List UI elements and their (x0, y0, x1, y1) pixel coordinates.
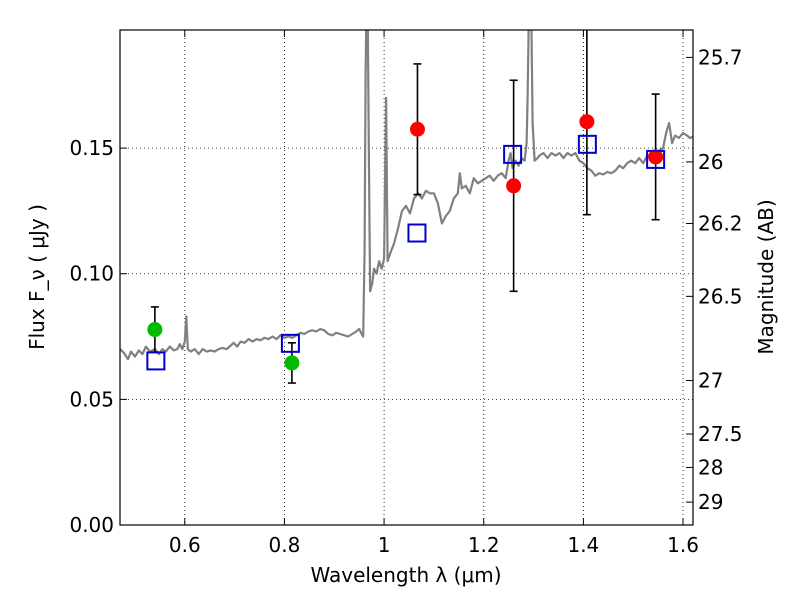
y2-tick-label: 26 (698, 150, 723, 174)
y2-tick-label: 27.5 (698, 422, 743, 446)
plot-frame (119, 29, 694, 526)
observed-point (579, 114, 595, 130)
model-photometry-point (280, 333, 300, 353)
observed-point (506, 178, 522, 194)
y2-tick-label: 29 (698, 490, 723, 514)
x-tick-label: 0.6 (169, 533, 201, 557)
data-markers (146, 30, 666, 384)
model-photometry-point (146, 351, 166, 371)
y2-tick-label: 26.2 (698, 211, 743, 235)
model-photometry-point (407, 223, 427, 243)
model-photometry-point (503, 144, 523, 164)
model-sed-line (120, 30, 693, 361)
grid-lines (120, 30, 693, 525)
x-tick-label: 1.2 (468, 533, 500, 557)
model-photometry-point (577, 134, 597, 154)
y-tick-label: 0.15 (69, 136, 114, 160)
x-tick-label: 1.6 (667, 533, 699, 557)
observed-point (409, 121, 425, 137)
y-axis-label: Flux F_ν ( μJy ) (25, 204, 49, 350)
plot-background (120, 30, 693, 525)
x-axis-label: Wavelength λ (μm) (310, 563, 501, 587)
observed-point (648, 149, 664, 165)
axis-ticks: 0.6 0.8 1 1.2 1.4 1.6 0.00 0.05 0.10 0.15 25.7 26 26… (69, 30, 743, 557)
model-photometry-point (646, 149, 666, 169)
y2-tick-label: 25.7 (698, 45, 743, 69)
y2-axis-label: Magnitude (AB) (754, 199, 778, 354)
observed-point (147, 322, 163, 338)
y2-tick-label: 26.5 (698, 284, 743, 308)
y-tick-label: 0.10 (69, 262, 114, 286)
model-sed-layer (120, 30, 693, 361)
x-tick-label: 1.4 (567, 533, 599, 557)
observed-point (284, 355, 300, 371)
y2-tick-label: 28 (698, 455, 723, 479)
y-tick-label: 0.05 (69, 387, 114, 411)
y-tick-label: 0.00 (69, 513, 114, 537)
x-tick-label: 0.8 (269, 533, 301, 557)
x-tick-label: 1 (378, 533, 391, 557)
y2-tick-label: 27 (698, 369, 723, 393)
